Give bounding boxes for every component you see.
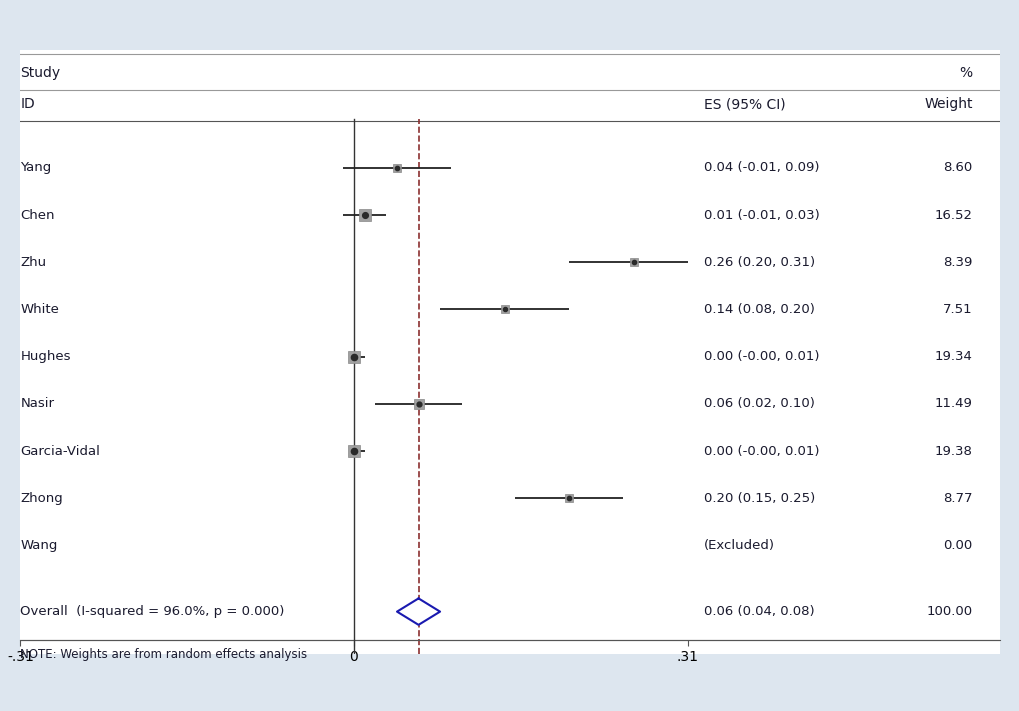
Text: 0.00 (-0.00, 0.01): 0.00 (-0.00, 0.01) bbox=[703, 350, 818, 363]
Text: Overall  (I-squared = 96.0%, p = 0.000): Overall (I-squared = 96.0%, p = 0.000) bbox=[20, 605, 284, 618]
Text: 100.00: 100.00 bbox=[925, 605, 972, 618]
Text: Weight: Weight bbox=[923, 97, 972, 111]
Text: Zhong: Zhong bbox=[20, 492, 63, 505]
Text: 0.26 (0.20, 0.31): 0.26 (0.20, 0.31) bbox=[703, 256, 814, 269]
Text: 8.60: 8.60 bbox=[943, 161, 972, 174]
Text: 19.34: 19.34 bbox=[933, 350, 972, 363]
Text: Nasir: Nasir bbox=[20, 397, 54, 410]
Text: NOTE: Weights are from random effects analysis: NOTE: Weights are from random effects an… bbox=[20, 648, 307, 661]
Text: 8.39: 8.39 bbox=[943, 256, 972, 269]
Text: 0.00: 0.00 bbox=[943, 539, 972, 552]
Text: 0.01 (-0.01, 0.03): 0.01 (-0.01, 0.03) bbox=[703, 208, 818, 222]
Text: 0.06 (0.02, 0.10): 0.06 (0.02, 0.10) bbox=[703, 397, 814, 410]
Text: 19.38: 19.38 bbox=[933, 444, 972, 458]
Text: (Excluded): (Excluded) bbox=[703, 539, 773, 552]
Text: 0.04 (-0.01, 0.09): 0.04 (-0.01, 0.09) bbox=[703, 161, 818, 174]
Text: Wang: Wang bbox=[20, 539, 58, 552]
Text: Hughes: Hughes bbox=[20, 350, 71, 363]
Text: 16.52: 16.52 bbox=[933, 208, 972, 222]
Text: 11.49: 11.49 bbox=[933, 397, 972, 410]
Text: 7.51: 7.51 bbox=[943, 303, 972, 316]
Text: 0.14 (0.08, 0.20): 0.14 (0.08, 0.20) bbox=[703, 303, 814, 316]
Polygon shape bbox=[396, 599, 439, 625]
Text: 8.77: 8.77 bbox=[943, 492, 972, 505]
Text: 0.00 (-0.00, 0.01): 0.00 (-0.00, 0.01) bbox=[703, 444, 818, 458]
Text: Zhu: Zhu bbox=[20, 256, 47, 269]
Text: Garcia-Vidal: Garcia-Vidal bbox=[20, 444, 100, 458]
Text: White: White bbox=[20, 303, 59, 316]
Text: ID: ID bbox=[20, 97, 35, 111]
Text: Chen: Chen bbox=[20, 208, 55, 222]
Text: %: % bbox=[959, 66, 972, 80]
Text: Yang: Yang bbox=[20, 161, 52, 174]
Text: ES (95% CI): ES (95% CI) bbox=[703, 97, 785, 111]
Text: Study: Study bbox=[20, 66, 60, 80]
Text: 0.20 (0.15, 0.25): 0.20 (0.15, 0.25) bbox=[703, 492, 814, 505]
Text: 0.06 (0.04, 0.08): 0.06 (0.04, 0.08) bbox=[703, 605, 813, 618]
